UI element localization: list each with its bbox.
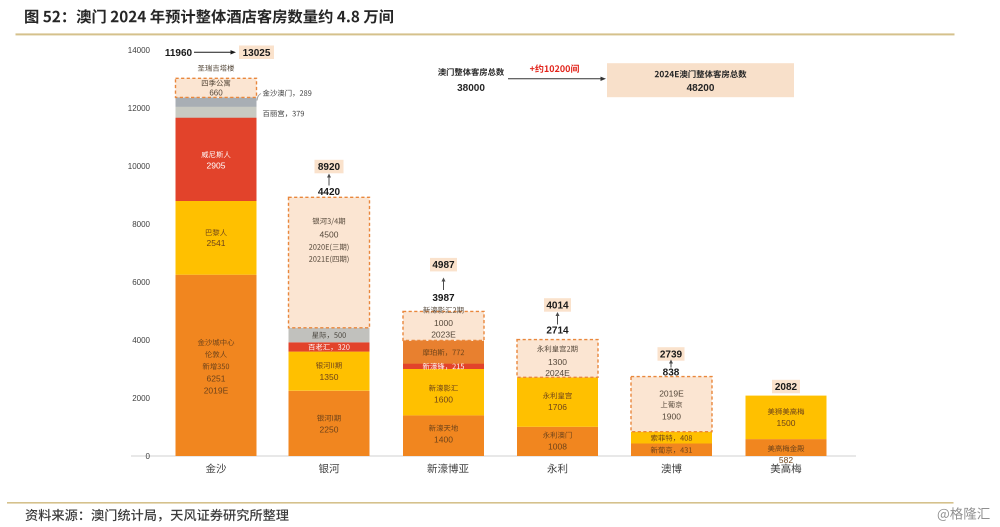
svg-text:2739: 2739 (660, 350, 683, 361)
svg-text:4420: 4420 (318, 187, 341, 198)
svg-text:0: 0 (146, 452, 151, 461)
svg-text:12000: 12000 (128, 104, 151, 113)
svg-text:1008: 1008 (548, 442, 567, 452)
svg-text:2250: 2250 (320, 425, 339, 435)
svg-text:2082: 2082 (775, 382, 798, 393)
svg-text:4987: 4987 (432, 260, 455, 271)
svg-text:2019E: 2019E (204, 385, 229, 395)
svg-text:2019E: 2019E (659, 389, 684, 399)
svg-text:2024E: 2024E (545, 368, 570, 378)
svg-text:660: 660 (209, 89, 223, 98)
svg-text:8920: 8920 (318, 162, 341, 173)
svg-text:582: 582 (779, 455, 793, 465)
svg-text:1500: 1500 (777, 418, 796, 428)
svg-text:1400: 1400 (434, 435, 453, 445)
svg-text:2023E: 2023E (431, 330, 456, 340)
svg-text:6000: 6000 (132, 278, 150, 287)
svg-text:48200: 48200 (687, 83, 715, 94)
svg-text:1600: 1600 (434, 395, 453, 405)
svg-text:2714: 2714 (546, 326, 569, 337)
svg-text:13025: 13025 (243, 48, 271, 59)
svg-text:2000: 2000 (132, 394, 150, 403)
svg-text:6251: 6251 (207, 373, 226, 383)
svg-text:838: 838 (663, 368, 680, 379)
svg-text:38000: 38000 (457, 83, 485, 94)
svg-text:10000: 10000 (128, 162, 151, 171)
svg-text:2905: 2905 (207, 161, 226, 171)
svg-text:4000: 4000 (132, 336, 150, 345)
svg-text:2541: 2541 (207, 238, 226, 248)
svg-text:4014: 4014 (546, 301, 569, 312)
svg-text:8000: 8000 (132, 220, 150, 229)
svg-text:1350: 1350 (320, 372, 339, 382)
svg-text:1000: 1000 (434, 318, 453, 328)
svg-text:3987: 3987 (432, 293, 455, 304)
svg-text:11960: 11960 (165, 48, 193, 59)
svg-text:14000: 14000 (128, 46, 151, 55)
svg-text:1900: 1900 (662, 411, 681, 421)
svg-text:4500: 4500 (320, 230, 339, 240)
svg-text:1706: 1706 (548, 402, 567, 412)
svg-text:1300: 1300 (548, 357, 567, 367)
